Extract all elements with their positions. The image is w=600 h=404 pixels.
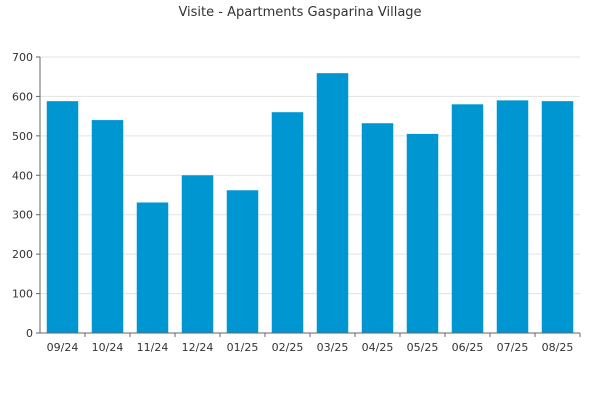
bars xyxy=(46,73,574,334)
bar-12-24 xyxy=(181,175,214,333)
bar-09-24 xyxy=(46,101,79,333)
x-tick-label: 03/25 xyxy=(317,341,349,354)
bar-10-24 xyxy=(91,120,124,333)
x-tick-label: 02/25 xyxy=(272,341,304,354)
bar-02-25 xyxy=(271,112,304,333)
bar-07-25 xyxy=(496,100,529,333)
y-tick-label: 700 xyxy=(12,51,33,64)
y-tick-label: 100 xyxy=(12,288,33,301)
x-tick-label: 01/25 xyxy=(227,341,259,354)
x-tick-label: 07/25 xyxy=(497,341,529,354)
bar-11-24 xyxy=(136,202,169,333)
x-axis-ticks: 09/24 10/24 11/24 12/24 01/25 02/25 03/25 04/25… xyxy=(47,333,581,354)
bar-03-25 xyxy=(316,73,349,333)
x-tick-label: 11/24 xyxy=(137,341,169,354)
x-tick-label: 09/24 xyxy=(47,341,79,354)
bar-01-25 xyxy=(226,190,259,333)
y-tick-label: 300 xyxy=(12,209,33,222)
y-tick-label: 400 xyxy=(12,169,33,182)
gridlines xyxy=(40,56,580,334)
bar-05-25 xyxy=(406,133,439,333)
x-tick-label: 05/25 xyxy=(407,341,439,354)
y-tick-label: 600 xyxy=(12,90,33,103)
y-tick-label: 500 xyxy=(12,130,33,143)
x-tick-label: 04/25 xyxy=(362,341,394,354)
bar-08-25 xyxy=(541,101,574,333)
chart-title: Visite - Apartments Gasparina Village xyxy=(178,5,421,20)
bar-04-25 xyxy=(361,123,394,334)
bar-06-25 xyxy=(451,104,484,333)
x-tick-label: 06/25 xyxy=(452,341,484,354)
y-axis-ticks: 0 100 200 300 400 500 600 700 xyxy=(12,51,40,340)
x-tick-label: 12/24 xyxy=(182,341,214,354)
x-tick-label: 10/24 xyxy=(92,341,124,354)
y-tick-label: 0 xyxy=(26,327,33,340)
x-tick-label: 08/25 xyxy=(542,341,574,354)
y-tick-label: 200 xyxy=(12,248,33,261)
